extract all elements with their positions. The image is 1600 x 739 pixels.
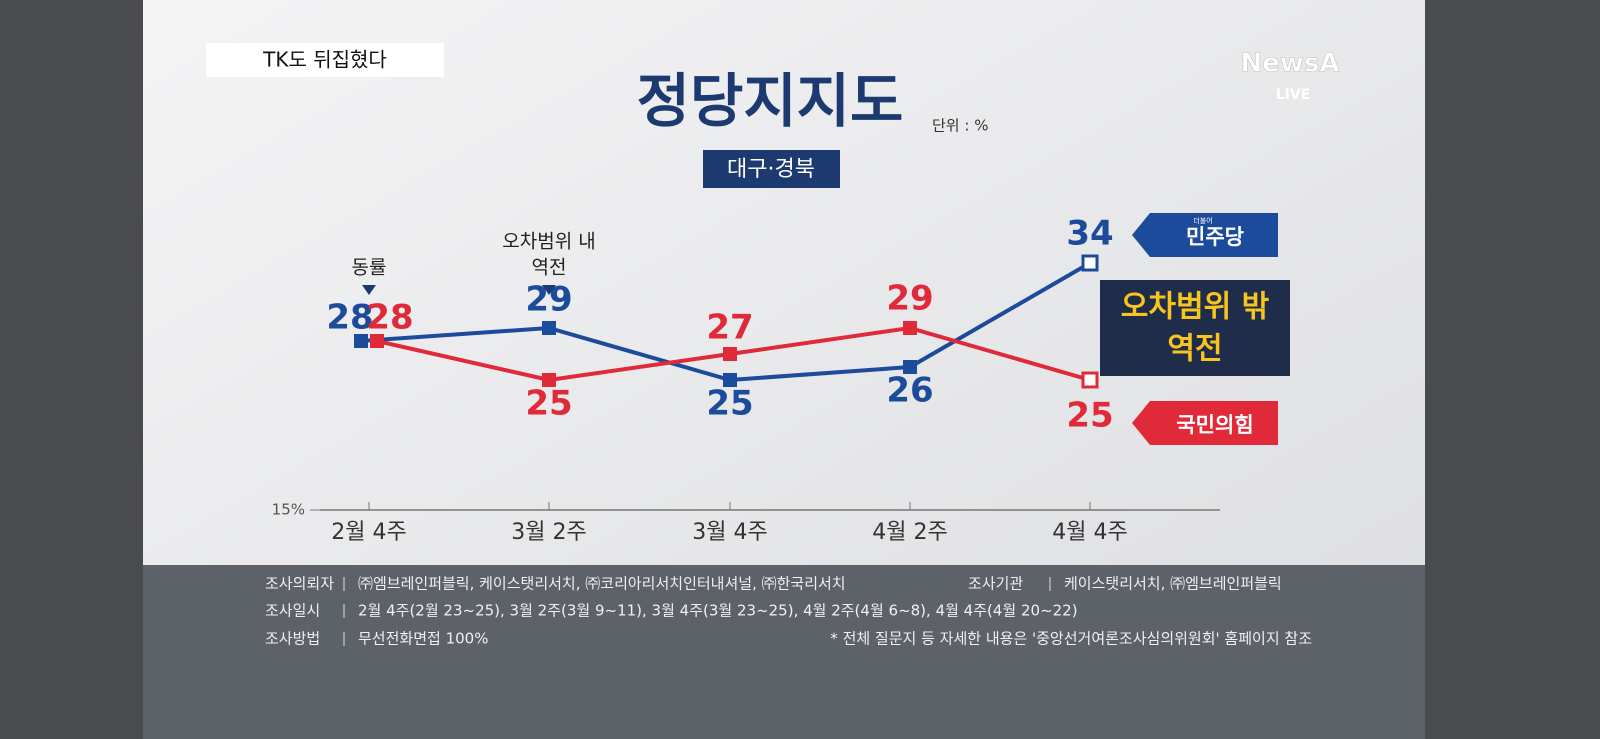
point <box>903 321 917 335</box>
value-label: 28 <box>366 298 413 338</box>
point <box>1081 371 1099 389</box>
unit: 단위 : % <box>932 117 988 135</box>
legend-tag <box>1132 401 1278 445</box>
point <box>723 347 737 361</box>
point <box>542 321 556 335</box>
footer-text: ㈜엠브레인퍼블릭, 케이스탯리서치, ㈜코리아리서치인터내셔널, ㈜한국리서치 <box>358 575 846 593</box>
footer-text: 무선전화면접 100% <box>358 630 488 648</box>
value-label: 28 <box>326 298 373 338</box>
callout-box <box>1100 280 1290 376</box>
value-label: 34 <box>1066 214 1113 254</box>
annotation-arrow <box>542 285 556 295</box>
footer-note: * 전체 질문지 등 자세한 내용은 '중앙선거여론조사심의위원회' 홈페이지 … <box>830 630 1312 648</box>
value-label: 25 <box>1066 396 1113 436</box>
annotation: 동률 <box>352 257 387 279</box>
annotation: 역전 <box>532 257 567 279</box>
footer-label: 조사의뢰자 <box>265 575 334 593</box>
annotation: 오차범위 내 <box>502 231 595 253</box>
legend-tag <box>1132 213 1278 257</box>
subtitle-box <box>703 150 840 188</box>
point <box>1081 254 1099 272</box>
x-tick-label: 3월 4주 <box>692 520 767 545</box>
tag-box <box>206 43 444 77</box>
footer-label: 조사방법 <box>265 630 320 648</box>
y-tick-label: 15% <box>272 501 305 519</box>
footer-text: 케이스탯리서치, ㈜엠브레인퍼블릭 <box>1064 575 1282 593</box>
point <box>354 334 368 348</box>
point <box>903 360 917 374</box>
subtitle: 대구·경북 <box>727 157 815 182</box>
value-label: 25 <box>525 384 572 424</box>
x-tick-label: 4월 4주 <box>1052 520 1127 545</box>
footer-text: 2월 4주(2월 23~25), 3월 2주(3월 9~11), 3월 4주(3… <box>358 602 1078 620</box>
x-tick-label: 4월 2주 <box>872 520 947 545</box>
legend-prefix: 더불어 <box>1193 216 1212 225</box>
annotation-arrow <box>362 285 376 295</box>
value-label: 26 <box>886 371 933 411</box>
callout-text: 역전 <box>1167 332 1222 367</box>
tag: TK도 뒤집혔다 <box>262 48 387 72</box>
x-tick-label: 2월 4주 <box>331 520 406 545</box>
footer-panel <box>143 565 1425 739</box>
value-label: 27 <box>706 308 753 348</box>
legend-label: 민주당 <box>1186 225 1244 249</box>
value-label: 29 <box>886 279 933 319</box>
legend-label: 국민의힘 <box>1176 413 1253 437</box>
footer-label: 조사기관 <box>968 575 1023 593</box>
live: LIVE <box>1276 87 1311 103</box>
point <box>723 373 737 387</box>
callout-text: 오차범위 밖 <box>1121 290 1270 325</box>
value-label: 25 <box>706 384 753 424</box>
point <box>370 334 384 348</box>
x-tick-label: 3월 2주 <box>511 520 586 545</box>
point <box>542 373 556 387</box>
logo: NewsA <box>1240 49 1339 79</box>
chart-title: 정당지지도 <box>637 67 904 135</box>
footer-label: 조사일시 <box>265 602 320 620</box>
